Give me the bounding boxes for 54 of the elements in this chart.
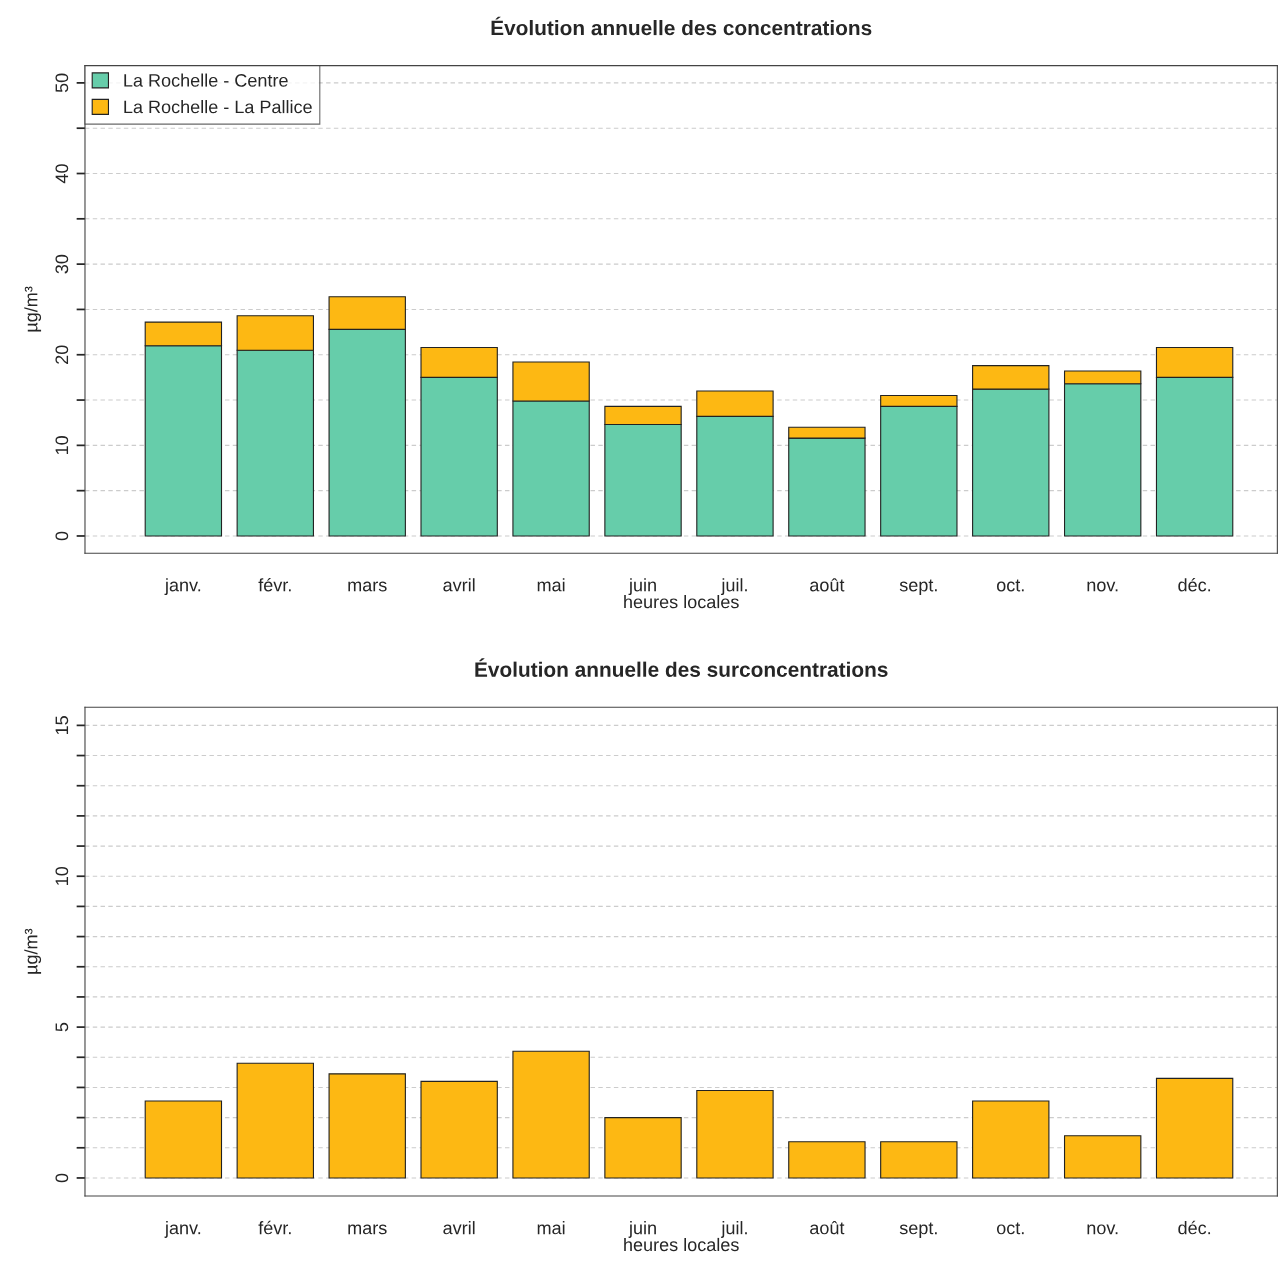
y-tick-label: 0 — [55, 1173, 69, 1183]
bar — [420, 1080, 498, 1179]
bar — [236, 1062, 314, 1179]
legend-label: La Rochelle - La Pallice — [124, 100, 312, 114]
y-tick-label: 5 — [55, 1022, 69, 1032]
x-axis-title: heures locales — [624, 595, 739, 609]
x-tick-label: avril — [443, 1221, 475, 1235]
x-tick-label: janv. — [164, 578, 201, 596]
x-tick-label: août — [810, 1221, 845, 1235]
x-tick-label: oct. — [996, 1222, 1024, 1235]
y-tick-label: 20 — [55, 345, 69, 364]
bar — [512, 1050, 590, 1179]
bar — [604, 1117, 682, 1179]
x-tick-label: nov. — [1087, 581, 1118, 592]
x-tick-label: mai — [537, 578, 565, 592]
x-tick-label: nov. — [1087, 1224, 1118, 1235]
chart-title: Évolution annuelle des concentrations — [491, 16, 872, 36]
y-tick-label: 50 — [55, 73, 69, 93]
x-tick-label: sept. — [899, 579, 937, 596]
y-tick-label: 15 — [55, 716, 69, 735]
x-tick-label: mars — [348, 581, 387, 592]
x-tick-label: juil. — [720, 1221, 747, 1238]
x-tick-label: juil. — [720, 578, 747, 596]
x-tick-label: mars — [348, 1224, 387, 1235]
x-axis-title: heures locales — [624, 1237, 739, 1252]
bar — [144, 1100, 223, 1179]
chart-title: Évolution annuelle des surconcentrations — [475, 658, 888, 677]
y-axis-title: µg/m³ — [24, 928, 42, 974]
x-tick-label: août — [810, 578, 845, 592]
bar — [696, 1089, 774, 1179]
x-tick-label: sept. — [899, 1222, 937, 1238]
y-tick-label: 10 — [55, 436, 69, 455]
bar — [880, 1141, 958, 1179]
x-tick-label: oct. — [996, 579, 1024, 592]
bar — [972, 1100, 1050, 1179]
x-tick-label: déc. — [1178, 577, 1211, 592]
bar — [1063, 1135, 1142, 1179]
y-tick-label: 40 — [55, 164, 69, 184]
y-tick-label: 10 — [55, 866, 69, 885]
bar — [788, 1141, 866, 1179]
x-tick-label: févr. — [258, 577, 291, 592]
x-tick-label: févr. — [258, 1220, 291, 1235]
x-tick-label: janv. — [164, 1221, 201, 1238]
y-tick-label: 0 — [55, 531, 69, 541]
y-axis-title: µg/m³ — [24, 286, 42, 332]
bar — [1155, 1077, 1234, 1179]
x-tick-label: mai — [537, 1221, 565, 1235]
x-tick-label: juin — [628, 1221, 656, 1238]
x-tick-label: juin — [628, 578, 656, 596]
x-tick-label: avril — [443, 578, 475, 592]
y-tick-label: 30 — [55, 254, 69, 274]
legend-label: La Rochelle - Centre — [124, 73, 288, 87]
x-tick-label: déc. — [1178, 1220, 1211, 1235]
bar — [328, 1073, 406, 1179]
